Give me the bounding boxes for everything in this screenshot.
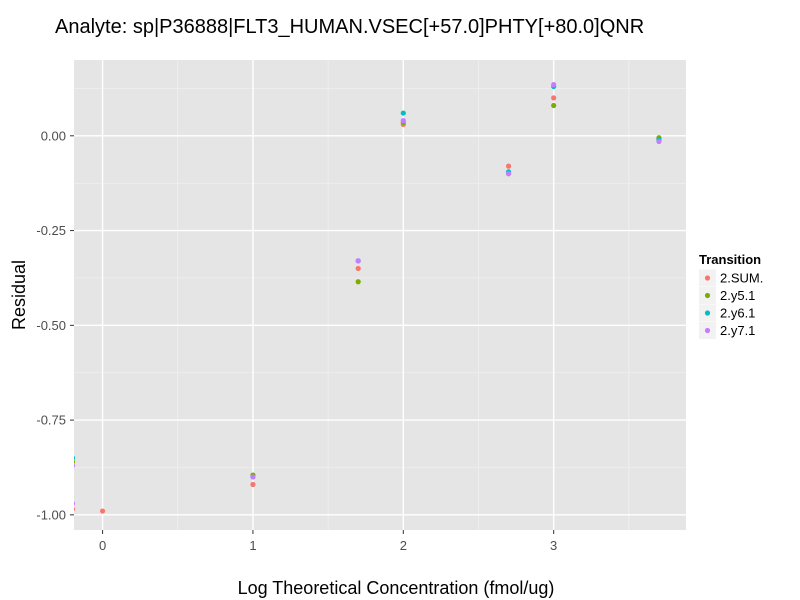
x-axis: 0 1 2 3 — [99, 530, 557, 553]
y-axis: -1.00 -0.75 -0.50 -0.25 0.00 — [36, 128, 74, 522]
y-tick-label: -1.00 — [36, 507, 66, 522]
point-2-sum — [99, 508, 106, 514]
legend-title: Transition — [699, 252, 761, 267]
plot-panel — [74, 60, 686, 530]
legend-key-point — [704, 310, 711, 316]
x-tick-label: 2 — [400, 538, 407, 553]
x-tick-label: 0 — [99, 538, 106, 553]
point-2-y6-1 — [400, 110, 406, 116]
point-2-sum — [505, 163, 512, 169]
y-tick-label: 0.00 — [41, 128, 66, 143]
legend-label: 2.SUM. — [720, 271, 763, 286]
x-axis-title: Log Theoretical Concentration (fmol/ug) — [238, 578, 555, 598]
chart-title: Analyte: sp|P36888|FLT3_HUMAN.VSEC[+57.0… — [55, 16, 644, 38]
legend-key-point — [704, 327, 711, 334]
point-2-y7-1 — [551, 82, 557, 88]
data-points — [74, 82, 662, 514]
point-2-y7-1 — [74, 501, 76, 506]
point-2-y7-1 — [656, 138, 662, 145]
legend: Transition 2.SUM. 2.y5.1 2.y6.1 2.y7.1 — [699, 252, 763, 339]
point-2-y5-1 — [355, 279, 361, 285]
x-tick-label: 1 — [249, 538, 256, 553]
legend-key-point — [704, 275, 711, 281]
y-tick-label: -0.75 — [36, 413, 66, 428]
legend-label: 2.y6.1 — [720, 306, 755, 321]
y-axis-title: Residual — [9, 260, 29, 330]
point-2-y6-1 — [74, 455, 76, 461]
point-2-y7-1 — [355, 258, 361, 264]
point-2-sum — [551, 95, 557, 101]
y-tick-label: -0.25 — [36, 223, 66, 238]
point-2-y7-1 — [400, 118, 406, 124]
point-2-y7-1 — [74, 463, 76, 468]
point-2-sum — [250, 481, 256, 488]
x-tick-label: 3 — [550, 538, 557, 553]
point-2-y7-1 — [250, 474, 256, 480]
legend-label: 2.y7.1 — [720, 323, 755, 338]
point-2-sum — [355, 265, 361, 272]
legend-label: 2.y5.1 — [720, 288, 755, 303]
y-tick-label: -0.50 — [36, 318, 66, 333]
point-2-y5-1 — [74, 459, 76, 464]
legend-key-point — [704, 292, 711, 299]
point-2-y5-1 — [551, 102, 557, 109]
point-2-sum — [74, 507, 76, 512]
grid-major — [74, 60, 686, 530]
point-2-y7-1 — [505, 171, 512, 177]
grid-minor — [74, 60, 686, 530]
